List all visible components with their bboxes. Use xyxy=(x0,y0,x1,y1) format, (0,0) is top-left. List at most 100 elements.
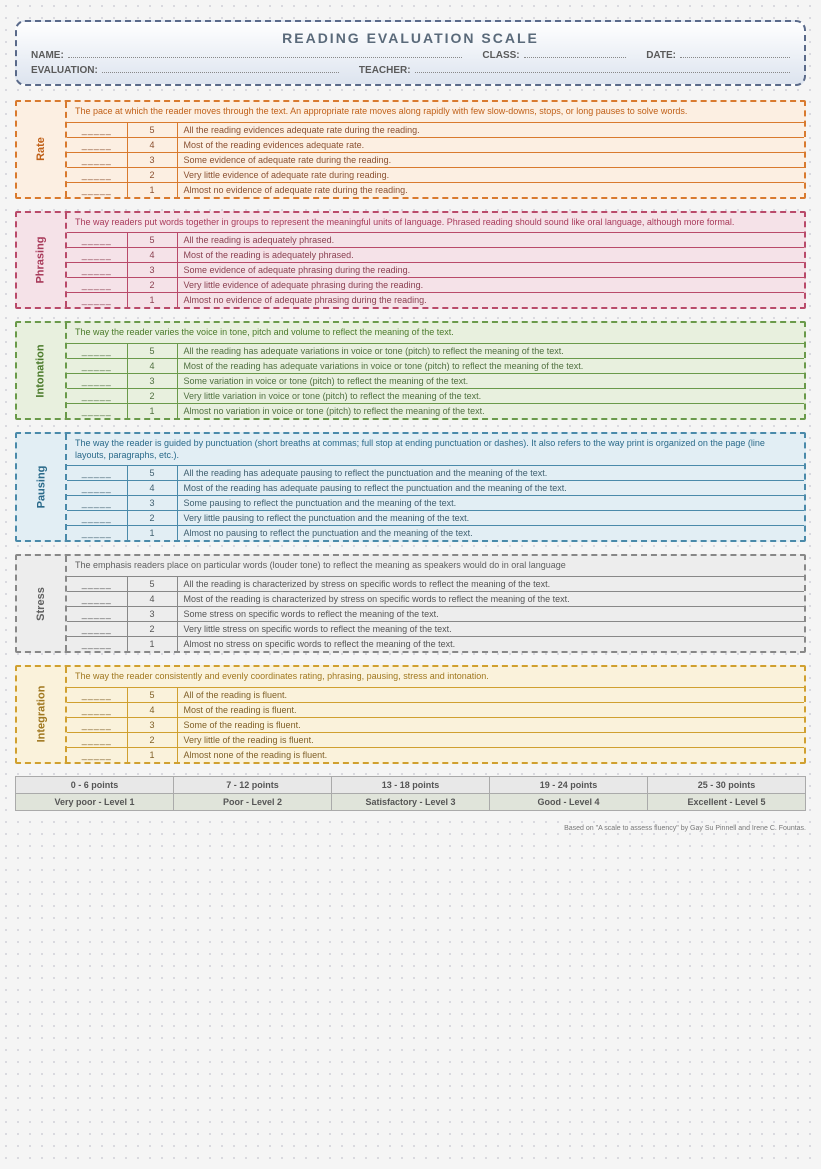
score-value: 3 xyxy=(127,263,177,278)
score-value: 3 xyxy=(127,607,177,622)
score-table: _____5All the reading has adequate varia… xyxy=(67,343,804,418)
score-value: 1 xyxy=(127,526,177,541)
score-value: 5 xyxy=(127,122,177,137)
score-value: 1 xyxy=(127,637,177,652)
score-blank[interactable]: _____ xyxy=(67,687,127,702)
score-value: 2 xyxy=(127,278,177,293)
category-description: The way the reader is guided by punctuat… xyxy=(67,434,804,465)
legend-table: 0 - 6 pointsVery poor - Level 17 - 12 po… xyxy=(15,776,806,811)
score-value: 3 xyxy=(127,717,177,732)
score-blank[interactable]: _____ xyxy=(67,526,127,541)
score-row: _____1Almost no stress on specific words… xyxy=(67,637,804,652)
score-blank[interactable]: _____ xyxy=(67,747,127,762)
score-blank[interactable]: _____ xyxy=(67,496,127,511)
score-description: Some of the reading is fluent. xyxy=(177,717,804,732)
score-value: 3 xyxy=(127,374,177,389)
score-row: _____1Almost none of the reading is flue… xyxy=(67,747,804,762)
score-description: Some stress on specific words to reflect… xyxy=(177,607,804,622)
score-value: 1 xyxy=(127,182,177,197)
category-body: The way the reader is guided by punctuat… xyxy=(67,434,804,540)
page-title: READING EVALUATION SCALE xyxy=(31,30,790,46)
score-row: _____1Almost no evidence of adequate phr… xyxy=(67,293,804,308)
header-row-1: NAME: CLASS: DATE: xyxy=(31,50,790,61)
score-blank[interactable]: _____ xyxy=(67,344,127,359)
category-description: The emphasis readers place on particular… xyxy=(67,556,804,576)
score-table: _____5All the reading is characterized b… xyxy=(67,576,804,651)
category-label: Intonation xyxy=(17,323,67,418)
score-blank[interactable]: _____ xyxy=(67,293,127,308)
score-row: _____3Some of the reading is fluent. xyxy=(67,717,804,732)
score-row: _____4Most of the reading has adequate v… xyxy=(67,359,804,374)
category-stress: StressThe emphasis readers place on part… xyxy=(15,554,806,653)
score-value: 1 xyxy=(127,293,177,308)
score-blank[interactable]: _____ xyxy=(67,167,127,182)
score-blank[interactable]: _____ xyxy=(67,466,127,481)
score-value: 2 xyxy=(127,389,177,404)
class-field[interactable]: CLASS: xyxy=(482,50,626,61)
score-blank[interactable]: _____ xyxy=(67,592,127,607)
score-blank[interactable]: _____ xyxy=(67,278,127,293)
score-blank[interactable]: _____ xyxy=(67,577,127,592)
legend-label: Very poor - Level 1 xyxy=(16,794,173,810)
category-label: Pausing xyxy=(17,434,67,540)
score-blank[interactable]: _____ xyxy=(67,122,127,137)
name-field[interactable]: NAME: xyxy=(31,50,462,61)
score-blank[interactable]: _____ xyxy=(67,637,127,652)
score-blank[interactable]: _____ xyxy=(67,374,127,389)
score-blank[interactable]: _____ xyxy=(67,702,127,717)
score-value: 3 xyxy=(127,152,177,167)
score-blank[interactable]: _____ xyxy=(67,404,127,419)
score-blank[interactable]: _____ xyxy=(67,732,127,747)
score-description: Almost no variation in voice or tone (pi… xyxy=(177,404,804,419)
score-blank[interactable]: _____ xyxy=(67,182,127,197)
legend-range: 7 - 12 points xyxy=(174,777,331,794)
legend-range: 13 - 18 points xyxy=(332,777,489,794)
score-value: 2 xyxy=(127,167,177,182)
score-blank[interactable]: _____ xyxy=(67,717,127,732)
legend-col: 13 - 18 pointsSatisfactory - Level 3 xyxy=(332,777,490,810)
score-row: _____3Some pausing to reflect the punctu… xyxy=(67,496,804,511)
score-description: Some evidence of adequate rate during th… xyxy=(177,152,804,167)
score-blank[interactable]: _____ xyxy=(67,622,127,637)
score-row: _____1Almost no pausing to reflect the p… xyxy=(67,526,804,541)
score-description: All the reading evidences adequate rate … xyxy=(177,122,804,137)
score-blank[interactable]: _____ xyxy=(67,607,127,622)
score-blank[interactable]: _____ xyxy=(67,511,127,526)
legend-col: 19 - 24 pointsGood - Level 4 xyxy=(490,777,648,810)
score-row: _____3Some evidence of adequate rate dur… xyxy=(67,152,804,167)
score-description: All the reading is adequately phrased. xyxy=(177,233,804,248)
score-value: 5 xyxy=(127,577,177,592)
score-blank[interactable]: _____ xyxy=(67,137,127,152)
score-blank[interactable]: _____ xyxy=(67,481,127,496)
score-description: Most of the reading is adequately phrase… xyxy=(177,248,804,263)
score-row: _____4Most of the reading is characteriz… xyxy=(67,592,804,607)
score-description: Almost no evidence of adequate rate duri… xyxy=(177,182,804,197)
score-row: _____3Some stress on specific words to r… xyxy=(67,607,804,622)
score-description: Very little evidence of adequate rate du… xyxy=(177,167,804,182)
teacher-field[interactable]: TEACHER: xyxy=(359,65,790,76)
score-value: 2 xyxy=(127,511,177,526)
score-blank[interactable]: _____ xyxy=(67,248,127,263)
score-blank[interactable]: _____ xyxy=(67,359,127,374)
score-row: _____2Very little evidence of adequate p… xyxy=(67,278,804,293)
score-description: Very little evidence of adequate phrasin… xyxy=(177,278,804,293)
score-row: _____3Some evidence of adequate phrasing… xyxy=(67,263,804,278)
date-field[interactable]: DATE: xyxy=(646,50,790,61)
score-row: _____4Most of the reading is fluent. xyxy=(67,702,804,717)
score-row: _____1Almost no evidence of adequate rat… xyxy=(67,182,804,197)
category-body: The way the reader consistently and even… xyxy=(67,667,804,762)
score-description: Almost none of the reading is fluent. xyxy=(177,747,804,762)
score-value: 5 xyxy=(127,344,177,359)
category-description: The way the reader varies the voice in t… xyxy=(67,323,804,343)
score-description: Most of the reading evidences adequate r… xyxy=(177,137,804,152)
score-row: _____5All the reading is adequately phra… xyxy=(67,233,804,248)
score-description: All the reading has adequate pausing to … xyxy=(177,466,804,481)
score-blank[interactable]: _____ xyxy=(67,233,127,248)
score-blank[interactable]: _____ xyxy=(67,263,127,278)
header-row-2: EVALUATION: TEACHER: xyxy=(31,65,790,76)
evaluation-field[interactable]: EVALUATION: xyxy=(31,65,339,76)
score-blank[interactable]: _____ xyxy=(67,152,127,167)
score-blank[interactable]: _____ xyxy=(67,389,127,404)
score-row: _____2Very little stress on specific wor… xyxy=(67,622,804,637)
score-description: Most of the reading is fluent. xyxy=(177,702,804,717)
